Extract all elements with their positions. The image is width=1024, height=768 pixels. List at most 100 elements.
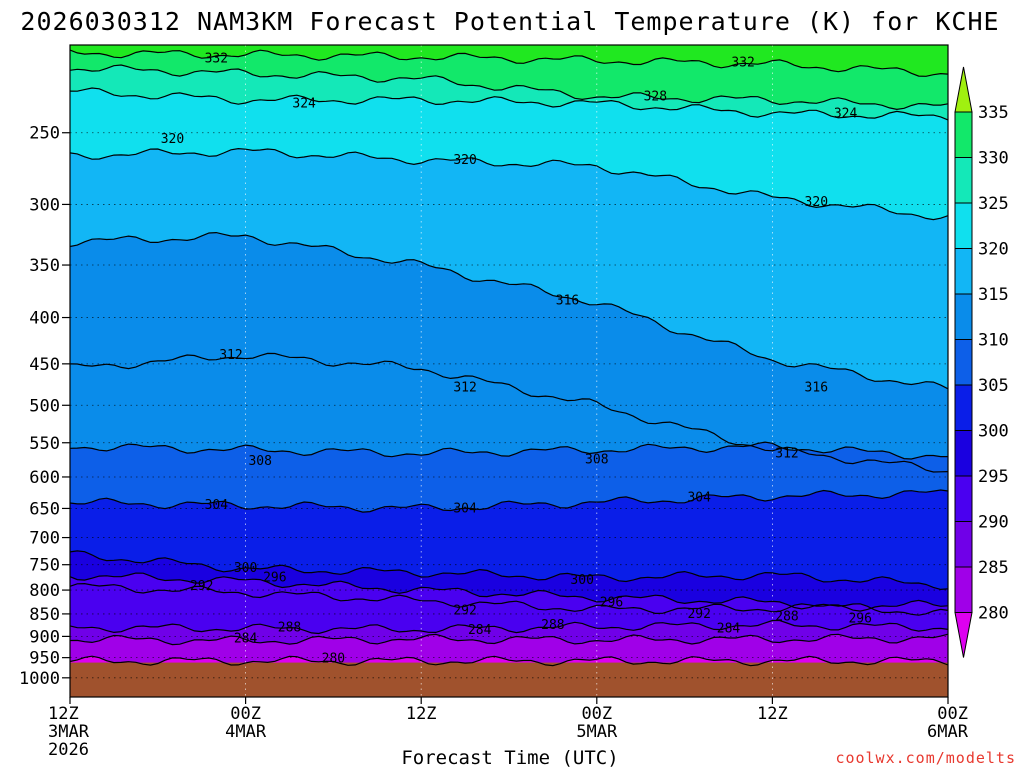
contour-332: [69, 49, 949, 77]
contour-292: [69, 582, 949, 615]
x-tick-label: 2026: [48, 740, 89, 760]
contour-label: 320: [453, 153, 476, 168]
colorbar-top-arrow: [954, 66, 973, 113]
contour-label: 292: [453, 604, 476, 619]
x-tick-label: 3MAR: [48, 722, 90, 742]
y-tick-label: 450: [29, 355, 60, 375]
contour-label: 308: [585, 453, 608, 468]
colorbar-box: [954, 157, 973, 204]
colorbar-label: 320: [978, 240, 1009, 260]
contour-label: 296: [848, 612, 871, 627]
contour-label: 324: [292, 96, 316, 111]
contour-284: [69, 633, 949, 646]
contour-label: 288: [278, 621, 301, 636]
y-tick-label: 250: [29, 124, 60, 144]
colorbar-label: 330: [978, 149, 1009, 169]
colorbar-box: [954, 202, 973, 249]
contour-300: [69, 550, 949, 591]
contour-label: 296: [263, 571, 286, 586]
contour-labels: 332 332 328 324 324 320 320 320 316 316 312 312 312 3…: [161, 52, 872, 667]
colorbar-box: [954, 475, 973, 522]
colorbar-box: [954, 430, 973, 477]
colorbar-label: 305: [978, 376, 1009, 396]
contour-320: [69, 147, 949, 221]
colorbar-label: 285: [978, 558, 1009, 578]
contour-label: 284: [234, 632, 258, 647]
y-tick-label: 1000: [19, 669, 60, 689]
colorbar-label: 295: [978, 467, 1009, 487]
contour-label: 332: [731, 55, 754, 70]
contour-label: 284: [468, 623, 492, 638]
y-tick-label: 950: [29, 649, 60, 669]
y-tick-label: 400: [29, 309, 60, 329]
colorbar-label: 300: [978, 422, 1009, 442]
contour-label: 304: [687, 490, 711, 505]
colorbar-label: 315: [978, 285, 1009, 305]
contour-label: 304: [205, 498, 229, 513]
x-tick-label: 4MAR: [225, 722, 267, 742]
x-tick-label: 5MAR: [576, 722, 618, 742]
contour-label: 320: [805, 195, 828, 210]
contour-label: 312: [219, 348, 242, 363]
contour-label: 300: [234, 561, 257, 576]
contour-label: 296: [600, 596, 623, 611]
contour-328: [69, 64, 949, 111]
contour-label: 284: [717, 621, 741, 636]
y-tick-label: 500: [29, 396, 60, 416]
contour-label: 312: [775, 446, 798, 461]
colorbar-box: [954, 293, 973, 340]
x-tick-label: 12Z: [757, 704, 788, 724]
x-tick-label: 00Z: [581, 704, 612, 724]
colorbar-box: [954, 521, 973, 568]
contour-label: 288: [541, 618, 564, 633]
contour-label: 316: [805, 381, 828, 396]
colorbar-box: [954, 566, 973, 613]
y-tick-label: 350: [29, 256, 60, 276]
filled-contour-field: [70, 45, 948, 698]
pressure-axis: 2503003504004505005506006507007508008509…: [19, 124, 70, 689]
contour-label: 292: [190, 579, 213, 594]
contour-label: 300: [570, 573, 593, 588]
grid-lines: [69, 45, 949, 697]
contour-label: 308: [248, 454, 271, 469]
colorbar-label: 335: [978, 103, 1009, 123]
contour-324: [69, 87, 949, 121]
colorbar-box: [954, 248, 973, 295]
colorbar-label: 280: [978, 604, 1009, 624]
colorbar-bottom-arrow: [954, 612, 973, 658]
chart-title: 2026030312 NAM3KM Forecast Potential Tem…: [20, 7, 999, 36]
x-tick-label: 00Z: [230, 704, 261, 724]
colorbar-label: 310: [978, 331, 1009, 351]
colorbar: 335 330 325 320 315 310 305 300 295 290 285 280: [954, 66, 1009, 658]
contour-304: [69, 489, 949, 513]
credit-text: coolwx.com/modelts: [835, 749, 1016, 767]
contour-lines: [69, 49, 949, 667]
colorbar-box: [954, 111, 973, 158]
contour-280: [69, 655, 949, 667]
contour-label: 292: [687, 607, 710, 622]
x-axis-label: Forecast Time (UTC): [401, 747, 618, 768]
contour-288: [69, 619, 949, 635]
contour-label: 332: [205, 52, 228, 67]
y-tick-label: 850: [29, 605, 60, 625]
colorbar-label: 290: [978, 513, 1009, 533]
x-tick-label: 12Z: [48, 704, 79, 724]
plot-frame: [69, 44, 949, 698]
y-tick-label: 700: [29, 529, 60, 549]
colorbar-label: 325: [978, 194, 1009, 214]
y-tick-label: 900: [29, 627, 60, 647]
contour-label: 288: [775, 610, 798, 625]
y-tick-label: 300: [29, 195, 60, 215]
x-tick-label: 6MAR: [927, 722, 969, 742]
contour-312: [69, 352, 949, 473]
y-tick-label: 750: [29, 556, 60, 576]
x-tick-label: 12Z: [406, 704, 437, 724]
contour-label: 304: [453, 501, 477, 516]
x-tick-label: 00Z: [937, 704, 968, 724]
y-tick-label: 800: [29, 581, 60, 601]
colorbar-box: [954, 384, 973, 431]
y-tick-label: 550: [29, 434, 60, 454]
y-tick-label: 650: [29, 499, 60, 519]
